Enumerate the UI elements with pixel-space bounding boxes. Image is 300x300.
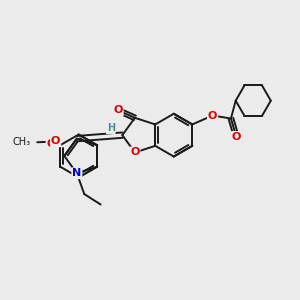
- Text: O: O: [232, 132, 241, 142]
- Text: H: H: [107, 123, 115, 134]
- Text: O: O: [130, 148, 140, 158]
- Text: N: N: [72, 168, 82, 178]
- Text: O: O: [51, 136, 60, 146]
- Text: O: O: [208, 110, 217, 121]
- Text: CH₃: CH₃: [12, 137, 30, 147]
- Text: O: O: [113, 105, 123, 115]
- Text: O: O: [46, 139, 56, 149]
